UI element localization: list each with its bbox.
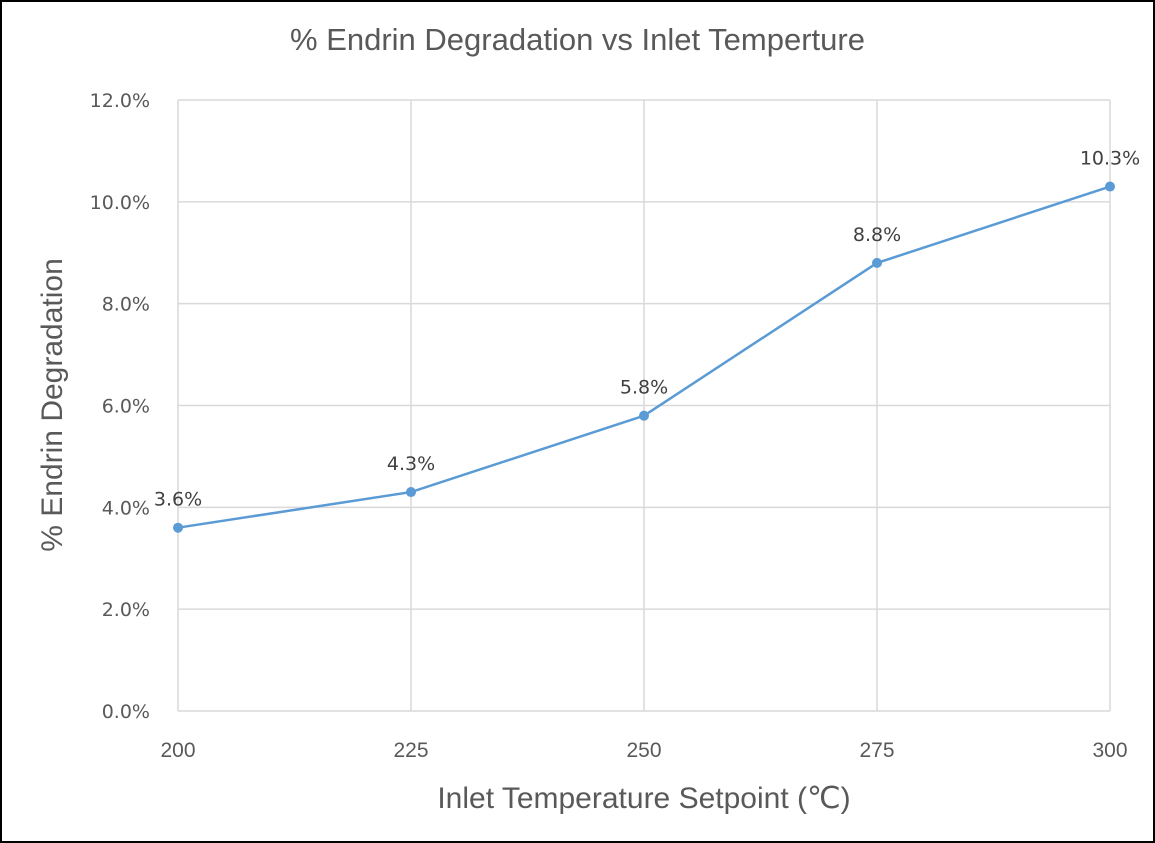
- chart-title: % Endrin Degradation vs Inlet Temperture: [290, 22, 865, 57]
- gridlines: [177, 99, 1111, 712]
- x-axis-label: Inlet Temperature Setpoint (℃): [437, 782, 850, 815]
- data-label: 4.3%: [387, 453, 435, 475]
- data-series: [173, 181, 1115, 533]
- x-axis-ticks: 200 225 250 275 300: [160, 739, 1127, 762]
- y-tick-label: 6.0%: [102, 396, 150, 418]
- y-axis-ticks: 0.0% 2.0% 4.0% 6.0% 8.0% 10.0% 12.0%: [90, 90, 150, 723]
- x-tick-label: 300: [1092, 739, 1127, 762]
- data-point-marker: [639, 410, 649, 421]
- data-label: 5.8%: [620, 377, 668, 399]
- y-tick-label: 8.0%: [102, 294, 150, 316]
- x-tick-label: 275: [859, 739, 894, 762]
- data-label: 3.6%: [154, 489, 202, 511]
- data-label: 10.3%: [1080, 148, 1140, 170]
- data-point-marker: [872, 257, 882, 268]
- y-tick-label: 4.0%: [102, 497, 150, 519]
- x-tick-label: 250: [626, 739, 661, 762]
- y-tick-label: 12.0%: [90, 90, 150, 112]
- data-point-marker: [173, 522, 183, 533]
- y-tick-label: 10.0%: [90, 192, 150, 214]
- x-tick-label: 225: [393, 739, 428, 762]
- y-axis-label: % Endrin Degradation: [36, 258, 69, 552]
- y-tick-label: 0.0%: [102, 701, 150, 723]
- data-point-marker: [406, 487, 416, 498]
- data-label: 8.8%: [853, 224, 901, 246]
- data-point-marker: [1105, 181, 1115, 192]
- data-labels: 3.6% 4.3% 5.8% 8.8% 10.3%: [154, 148, 1140, 511]
- x-tick-label: 200: [160, 739, 195, 762]
- y-tick-label: 2.0%: [102, 599, 150, 621]
